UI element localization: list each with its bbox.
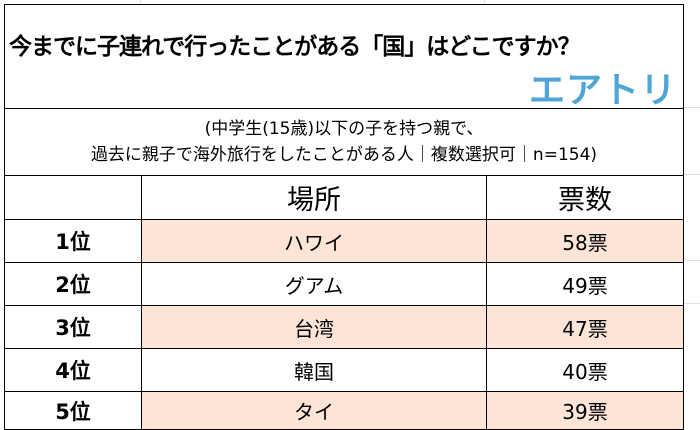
subtitle-line-1: (中学生(15歳)以下の子を持つ親で、 bbox=[204, 119, 484, 139]
sheet-gridline bbox=[684, 107, 700, 108]
sheet-gridline bbox=[684, 303, 700, 304]
rank-cell: 5位 bbox=[5, 392, 142, 429]
rank-cell: 3位 bbox=[5, 306, 142, 348]
place-cell: ハワイ bbox=[142, 220, 487, 262]
header-place: 場所 bbox=[142, 176, 487, 219]
sheet-gridline bbox=[684, 174, 700, 175]
place-cell: 台湾 bbox=[142, 306, 487, 348]
sheet-gridline bbox=[684, 260, 700, 261]
rank-cell: 1位 bbox=[5, 220, 142, 262]
ranking-table: 今までに子連れで行ったことがある「国」はどこですか？ エアトリ (中学生(15歳… bbox=[4, 4, 684, 430]
page-title: 今までに子連れで行ったことがある「国」はどこですか？ bbox=[9, 34, 581, 60]
table-row: 5位 タイ 39票 bbox=[5, 392, 683, 429]
place-cell: タイ bbox=[142, 392, 487, 429]
subtitle-cell: (中学生(15歳)以下の子を持つ親で、 過去に親子で海外旅行をしたことがある人｜… bbox=[5, 109, 683, 176]
airtrip-logo: エアトリ bbox=[528, 70, 677, 111]
title-cell: 今までに子連れで行ったことがある「国」はどこですか？ エアトリ bbox=[5, 5, 683, 111]
header-rank bbox=[5, 176, 142, 219]
table-row: 2位 グアム 49票 bbox=[5, 263, 683, 306]
table-row: 1位 ハワイ 58票 bbox=[5, 220, 683, 263]
place-cell: グアム bbox=[142, 263, 487, 305]
header-votes: 票数 bbox=[558, 185, 612, 216]
subtitle-line-2: 過去に親子で海外旅行をしたことがある人｜複数選択可｜n=154) bbox=[90, 145, 598, 165]
header-row: 場所 票数 bbox=[5, 176, 683, 220]
table-row: 3位 台湾 47票 bbox=[5, 306, 683, 349]
votes-cell: 39票 bbox=[487, 392, 683, 429]
rank-cell: 2位 bbox=[5, 263, 142, 305]
place-cell: 韓国 bbox=[142, 349, 487, 391]
votes-cell: 40票 bbox=[562, 359, 608, 384]
rank-cell: 4位 bbox=[5, 349, 142, 391]
votes-cell: 47票 bbox=[487, 306, 683, 348]
table-row: 4位 韓国 40票 bbox=[5, 349, 683, 392]
votes-cell: 58票 bbox=[487, 220, 683, 262]
votes-cell: 49票 bbox=[562, 273, 608, 298]
